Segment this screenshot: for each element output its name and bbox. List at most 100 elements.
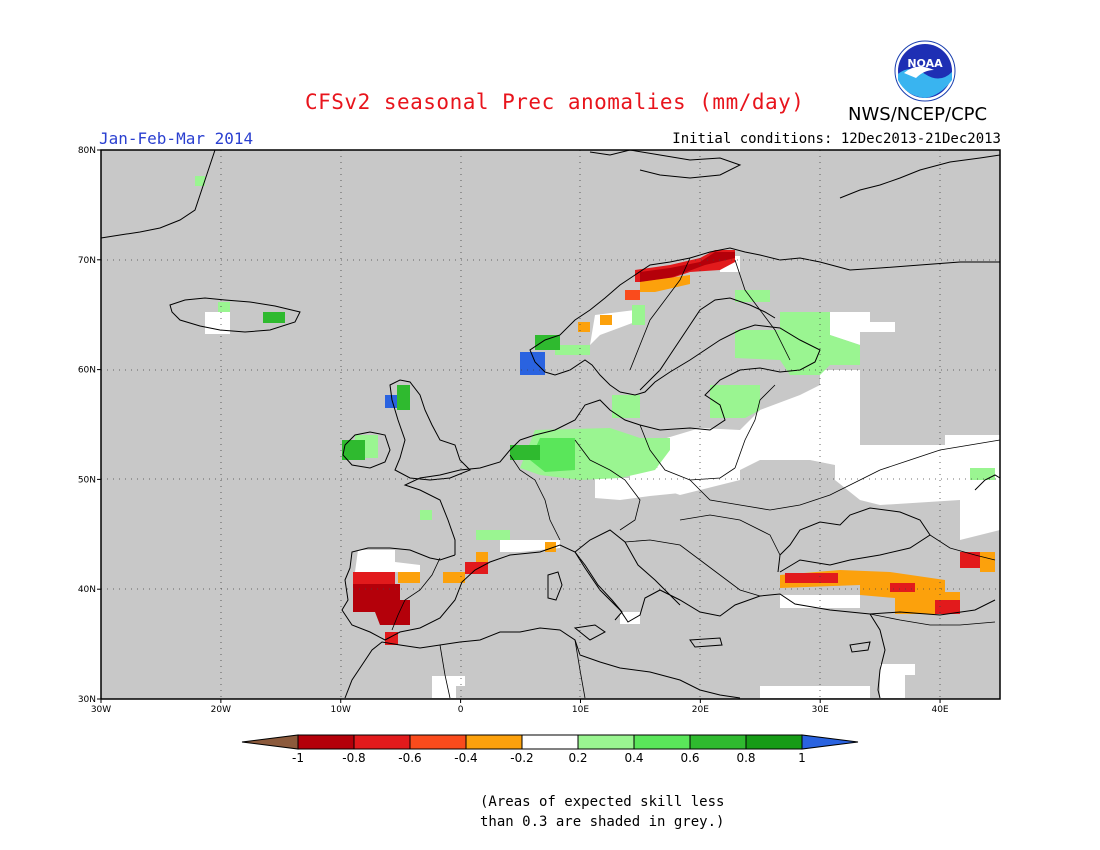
initial-conditions-label: Initial conditions: 12Dec2013-21Dec2013 [672, 131, 1001, 147]
border-baltic-states [734, 384, 776, 469]
lon-tick-label: 10W [331, 705, 351, 715]
map-frame [100, 149, 1001, 700]
lat-tick-label: 30N [78, 695, 96, 705]
colorbar-label: -0.2 [510, 751, 533, 765]
coastline-europe-mainland [341, 544, 996, 641]
country-borders [391, 257, 1001, 699]
lon-tick-label: 10E [572, 705, 589, 715]
dry-region-turkey-w [785, 573, 815, 583]
skill-footnote: (Areas of expected skill less than 0.3 a… [480, 792, 724, 832]
wet-region-finland [735, 312, 860, 375]
map-title: CFSv2 seasonal Prec anomalies (mm/day) [305, 90, 805, 114]
coastline-levant [869, 613, 886, 699]
border-france [509, 454, 561, 541]
footnote-line-2: than 0.3 are shaded in grey.) [480, 814, 725, 830]
lon-tick-label: 20E [692, 705, 709, 715]
colorbar-label: 0.8 [736, 751, 755, 765]
lat-tick-label: 50N [78, 475, 96, 485]
wet-region-scand-mid [612, 395, 640, 418]
coastline-crete [689, 637, 723, 648]
coastline-ireland [342, 431, 391, 469]
colorbar-segment [465, 734, 523, 750]
lon-tick-label: 30E [812, 705, 829, 715]
dry-region-turkey-e [890, 583, 915, 592]
footnote-line-1: (Areas of expected skill less [480, 794, 725, 810]
colorbar-segment [353, 734, 411, 750]
coastline-novaya [839, 154, 1001, 199]
moderate-dry-region-balearic [443, 572, 465, 583]
coastline-france-west [403, 439, 521, 555]
no-signal-region-africa [432, 676, 465, 698]
moderate-dry-region-norway-s [600, 315, 612, 325]
dry-region-norway-n2 [625, 290, 640, 300]
no-signal-region-east [650, 370, 1000, 540]
colorbar-segment [745, 734, 803, 750]
colorbar-segment [521, 734, 579, 750]
latitude-ticks: 30N 40N 50N 60N 70N 80N [78, 146, 101, 705]
lat-tick-label: 80N [78, 146, 96, 156]
wet-region-scand-n [632, 305, 645, 325]
colorbar-label: -1 [292, 751, 304, 765]
coastline-cyprus [849, 641, 871, 653]
colorbar: -1 -0.8 -0.6 -0.4 -0.2 0.2 0.4 0.6 0.8 1 [241, 734, 859, 765]
logo-lettering: NOAA [907, 57, 943, 70]
coastline-north-africa [344, 627, 741, 699]
coastline-sicily [573, 624, 606, 641]
colorbar-segment [689, 734, 747, 750]
border-north-africa [439, 644, 451, 699]
no-signal-region-south-east [760, 686, 870, 698]
map-background [101, 150, 1000, 699]
border-poland [639, 424, 736, 481]
coastline-adriatic [574, 529, 681, 606]
colorbar-label: 0.4 [624, 751, 643, 765]
no-signal-region-iberia-n [355, 550, 420, 572]
lon-tick-label: 30W [91, 705, 111, 715]
lat-tick-label: 60N [78, 366, 96, 376]
border-caucasus [929, 534, 996, 561]
wet-region-russia-n [735, 290, 770, 302]
border-ukraine [689, 469, 881, 511]
no-signal-region-central [595, 468, 690, 500]
wet-region-caspian [970, 468, 995, 480]
coastline-greenland [100, 149, 216, 239]
wet-region-benelux [530, 438, 575, 472]
season-label: Jan-Feb-Mar 2014 [99, 129, 254, 148]
wet-region-greenland [195, 176, 205, 186]
colorbar-label: 0.6 [680, 751, 699, 765]
colorbar-label: 0.2 [568, 751, 587, 765]
colorbar-segment [577, 734, 635, 750]
wet-region-norway-s [555, 345, 590, 355]
no-signal-region-levant [880, 664, 915, 698]
moderate-dry-region-gulf [476, 552, 488, 562]
border-iberia [391, 557, 441, 631]
border-finland [734, 259, 791, 361]
colorbar-label: -0.6 [398, 751, 421, 765]
wet-region-baltic [710, 385, 760, 418]
colorbar-label: 1 [798, 751, 806, 765]
lon-tick-label: 0 [458, 705, 464, 715]
wet-region-iceland [218, 302, 230, 312]
no-signal-region-north [830, 312, 895, 345]
border-sweden-norway [629, 257, 691, 371]
dry-region-iberia-edge [353, 572, 395, 584]
border-balkans [624, 539, 761, 597]
lat-tick-label: 40N [78, 585, 96, 595]
coastline-baltic [639, 297, 776, 391]
very-wet-region-norway [520, 352, 545, 375]
wet-region-netherlands [510, 445, 540, 460]
wet-region-norway-coast [535, 335, 560, 350]
colorbar-label: -0.8 [342, 751, 365, 765]
colorbar-segment-low [241, 734, 299, 750]
colorbar-label: -0.4 [454, 751, 477, 765]
longitude-ticks: 30W 20W 10W 0 10E 20E 30E 40E [91, 699, 949, 715]
wet-region-biscay [420, 510, 432, 520]
very-dry-region-iberia [353, 584, 410, 625]
coastline-svalbard [589, 149, 742, 179]
coastline-black-sea [777, 507, 931, 573]
coastlines [100, 149, 1001, 699]
coastline-caspian [974, 474, 1001, 491]
lon-tick-label: 20W [211, 705, 231, 715]
anomaly-cells [195, 176, 1000, 698]
border-germany [574, 439, 641, 531]
